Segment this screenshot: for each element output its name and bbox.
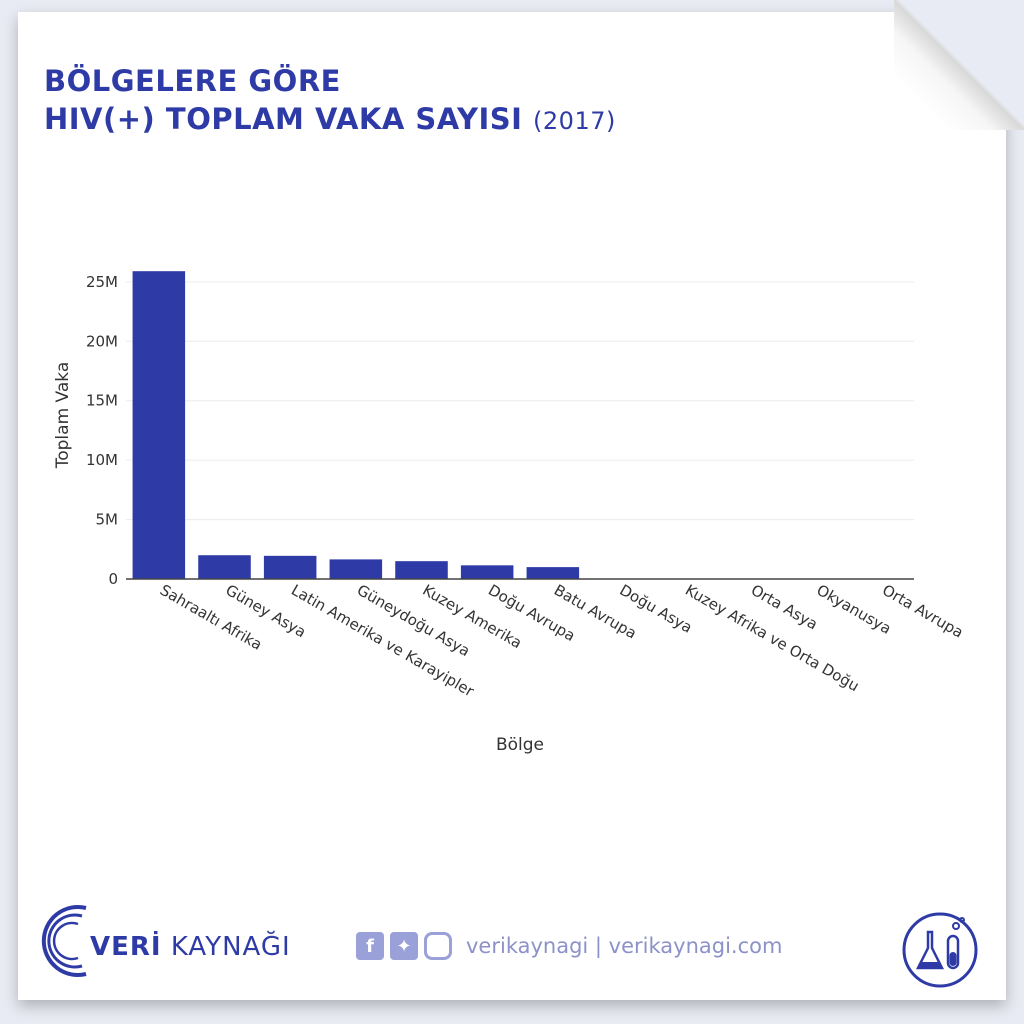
bar: [198, 555, 251, 579]
veri-kaynagi-logo-icon: [41, 905, 87, 977]
facebook-icon[interactable]: f: [356, 932, 384, 960]
y-tick-label: 15M: [86, 392, 118, 410]
page-curl: [894, 0, 1024, 130]
title-line-2: HIV(+) TOPLAM VAKA SAYISI (2017): [44, 100, 616, 140]
title-year: (2017): [533, 107, 616, 135]
title-line-1: BÖLGELERE GÖRE: [44, 64, 341, 98]
lab-flask-icon: [902, 912, 978, 988]
y-tick-label: 0: [108, 570, 118, 588]
brand-name-rest: KAYNAĞI: [161, 932, 291, 962]
y-axis-title: Toplam Vaka: [53, 362, 73, 469]
bar: [132, 271, 186, 579]
brand-name-bold: VERİ: [90, 932, 162, 962]
bar: [263, 555, 317, 579]
y-tick-label: 5M: [96, 511, 119, 529]
y-tick-label: 25M: [86, 273, 118, 291]
chart-title: BÖLGELERE GÖRE HIV(+) TOPLAM VAKA SAYISI…: [44, 62, 616, 140]
y-tick-label: 20M: [86, 332, 118, 350]
social-handle: verikaynagi | verikaynagi.com: [466, 934, 783, 958]
bar: [526, 567, 580, 579]
brand-name: VERİ KAYNAĞI: [90, 932, 291, 962]
y-tick-label: 10M: [86, 451, 118, 469]
x-axis-title: Bölge: [496, 735, 544, 755]
bar: [395, 561, 448, 579]
x-tick-label: Orta Avrupa: [879, 581, 966, 642]
instagram-icon[interactable]: [424, 932, 452, 960]
title-line-2-text: HIV(+) TOPLAM VAKA SAYISI: [44, 102, 523, 136]
twitter-icon[interactable]: ✦: [390, 932, 418, 960]
bar: [460, 565, 514, 579]
social-links: f ✦ verikaynagi | verikaynagi.com: [356, 932, 782, 960]
bar: [329, 559, 383, 579]
